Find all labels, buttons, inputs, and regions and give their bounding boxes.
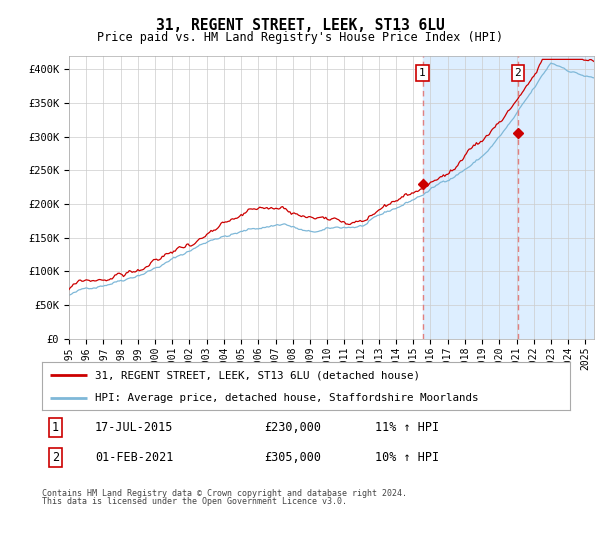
Text: 31, REGENT STREET, LEEK, ST13 6LU: 31, REGENT STREET, LEEK, ST13 6LU bbox=[155, 18, 445, 33]
Text: 11% ↑ HPI: 11% ↑ HPI bbox=[374, 421, 439, 434]
Text: 1: 1 bbox=[419, 68, 426, 78]
Text: £305,000: £305,000 bbox=[264, 451, 321, 464]
Text: 17-JUL-2015: 17-JUL-2015 bbox=[95, 421, 173, 434]
Text: 1: 1 bbox=[52, 421, 59, 434]
Text: Price paid vs. HM Land Registry's House Price Index (HPI): Price paid vs. HM Land Registry's House … bbox=[97, 31, 503, 44]
Text: 01-FEB-2021: 01-FEB-2021 bbox=[95, 451, 173, 464]
Text: HPI: Average price, detached house, Staffordshire Moorlands: HPI: Average price, detached house, Staf… bbox=[95, 393, 478, 403]
Text: Contains HM Land Registry data © Crown copyright and database right 2024.: Contains HM Land Registry data © Crown c… bbox=[42, 489, 407, 498]
Text: 2: 2 bbox=[515, 68, 521, 78]
Text: 10% ↑ HPI: 10% ↑ HPI bbox=[374, 451, 439, 464]
Text: £230,000: £230,000 bbox=[264, 421, 321, 434]
Bar bbox=[422, 56, 594, 339]
Text: This data is licensed under the Open Government Licence v3.0.: This data is licensed under the Open Gov… bbox=[42, 497, 347, 506]
Text: 31, REGENT STREET, LEEK, ST13 6LU (detached house): 31, REGENT STREET, LEEK, ST13 6LU (detac… bbox=[95, 370, 420, 380]
Text: 2: 2 bbox=[52, 451, 59, 464]
